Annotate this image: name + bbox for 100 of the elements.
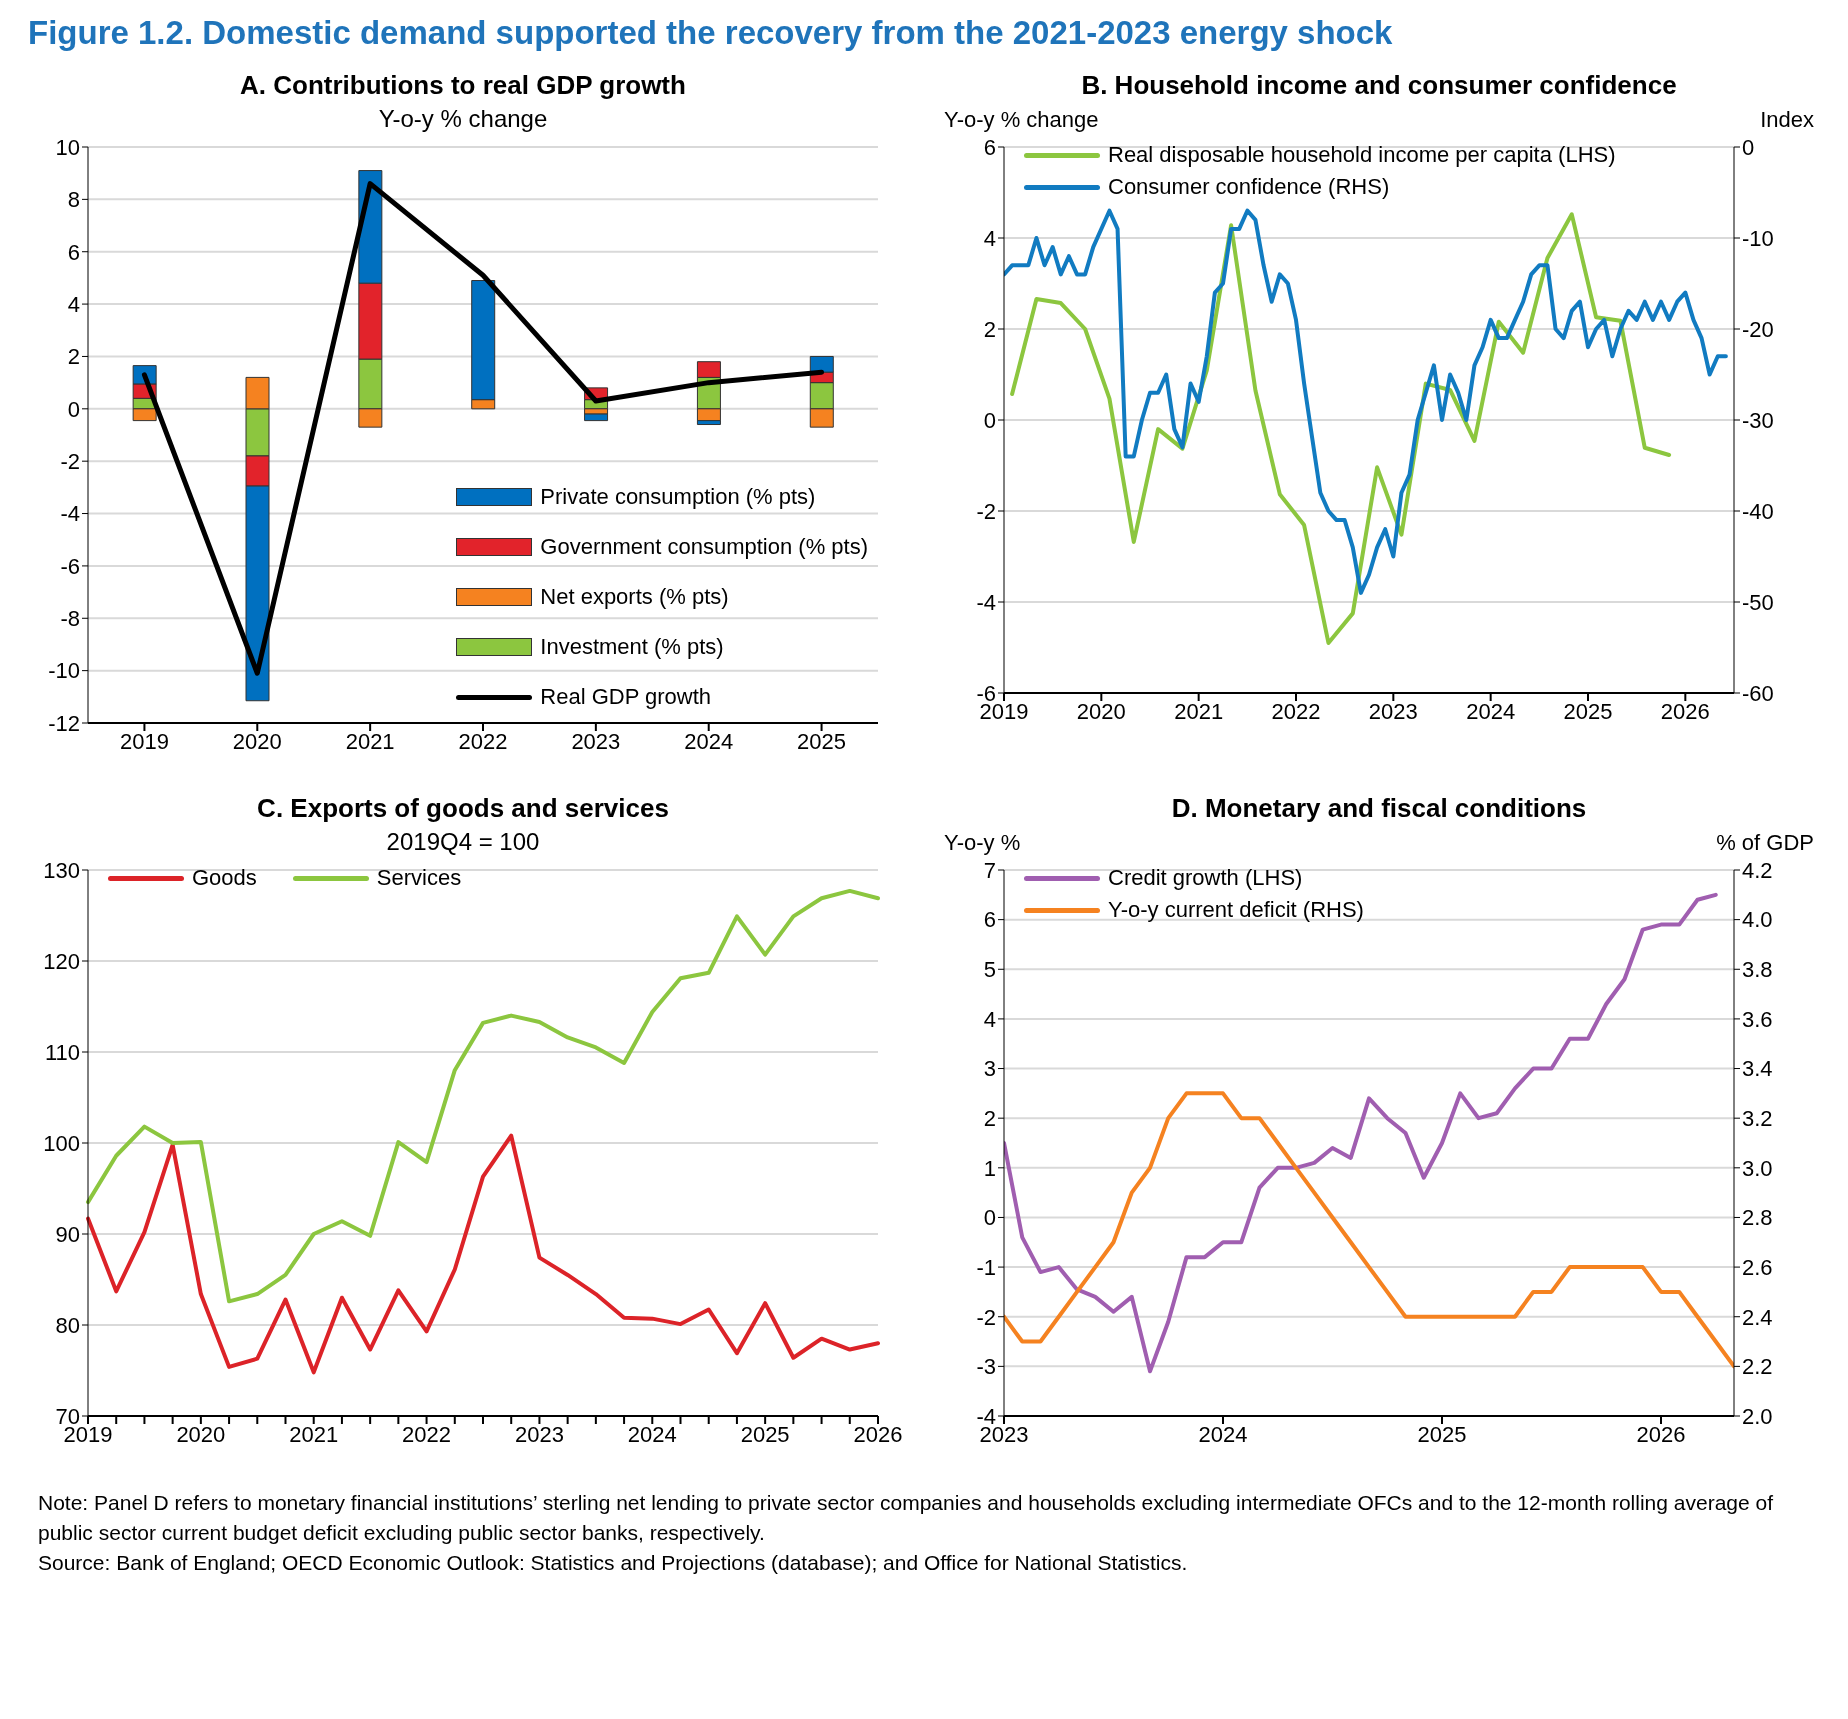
y-tick-label: -3: [976, 1354, 996, 1380]
legend-label: Investment (% pts): [540, 634, 724, 659]
line-series: [1004, 1091, 1734, 1369]
y-tick-label: -6: [60, 553, 80, 579]
legend-label: Net exports (% pts): [540, 584, 729, 609]
chart-title: C. Exports of goods and services: [257, 793, 669, 823]
y2-tick-label: -40: [1742, 498, 1774, 524]
source-note: Source: Bank of England; OECD Economic Outlook: Statistics and Projections (database); and Office for National Statistics.: [38, 1551, 1188, 1574]
y-tick-label: 110: [44, 1039, 80, 1065]
y2-axis-title: Index: [1760, 107, 1814, 132]
y2-tick-label: 0: [1742, 134, 1755, 160]
x-tick-label: 2021: [1174, 698, 1224, 724]
x-tick-label: 2024: [627, 1421, 677, 1447]
x-tick-label: 2025: [740, 1421, 790, 1447]
y2-tick-label: -30: [1742, 407, 1774, 433]
y-tick-label: 4: [67, 291, 80, 317]
y-tick-label: -1: [976, 1254, 996, 1280]
x-tick-label: 2023: [1368, 698, 1418, 724]
y-tick-label: 10: [55, 134, 80, 160]
y-tick-label: 90: [55, 1221, 80, 1247]
y2-tick-label: -60: [1742, 680, 1774, 706]
y-tick-label: 0: [983, 407, 996, 433]
chart-subtitle: 2019Q4 = 100: [386, 828, 540, 855]
y-tick-label: -2: [60, 448, 80, 474]
y-tick-label: 120: [43, 948, 80, 974]
x-tick-label: 2026: [1636, 1421, 1686, 1447]
y-tick-label: 5: [983, 957, 996, 983]
y-tick-label: 3: [983, 1056, 996, 1082]
y-tick-label: 1: [983, 1155, 996, 1181]
y-tick-label: 6: [983, 134, 996, 160]
y-tick-label: 2: [67, 344, 80, 370]
y2-tick-label: -10: [1742, 225, 1774, 251]
legend-label: Goods: [192, 865, 257, 890]
y-tick-label: -4: [60, 501, 80, 527]
legend-label: Consumer confidence (RHS): [1108, 174, 1390, 199]
text: Figure 1.2. Domestic demand supported the recovery from the 2021-2023 energy shock: [28, 14, 1393, 51]
y2-tick-label: 2.2: [1742, 1354, 1773, 1380]
y-tick-label: 0: [983, 1205, 996, 1231]
x-tick-label: 2025: [797, 728, 847, 754]
y2-tick-label: 2.4: [1742, 1304, 1773, 1330]
x-tick-label: 2020: [176, 1421, 226, 1447]
y-tick-label: 8: [67, 187, 80, 213]
y2-tick-label: 2.6: [1742, 1254, 1773, 1280]
line-series: [1004, 208, 1728, 595]
legend-label: Real GDP growth: [540, 684, 712, 709]
y2-tick-label: 2.0: [1742, 1403, 1773, 1429]
x-tick-label: 2021: [345, 728, 395, 754]
x-tick-label: 2022: [458, 728, 508, 754]
chart-title: A. Contributions to real GDP growth: [240, 70, 686, 100]
y-tick-label: 2: [983, 316, 996, 342]
chart-title: B. Household income and consumer confidence: [1081, 70, 1677, 100]
x-tick-label: 2023: [514, 1421, 564, 1447]
y2-tick-label: 3.8: [1742, 957, 1773, 983]
x-tick-label: 2023: [571, 728, 621, 754]
y-tick-label: -4: [976, 589, 996, 615]
y-tick-label: -2: [976, 1304, 996, 1330]
legend-label: Government consumption (% pts): [540, 534, 868, 559]
chart-subtitle: Y-o-y % change: [378, 105, 548, 132]
text: Note: Panel D refers to monetary financial institutions’ sterling net lending to private sector companies and households excluding intermediate OFCs and to the 12-month rolling average of public sector current budget deficit excluding public sector banks, respectively.: [38, 1491, 1774, 1544]
x-tick-label: 2024: [1466, 698, 1516, 724]
line-series: [1004, 892, 1718, 1374]
y2-tick-label: 4.2: [1742, 857, 1773, 883]
y-tick-label: 6: [983, 907, 996, 933]
x-tick-label: 2025: [1417, 1421, 1467, 1447]
x-tick-label: 2026: [853, 1421, 903, 1447]
legend-label: Y-o-y current deficit (RHS): [1108, 897, 1364, 922]
y-tick-label: 130: [43, 857, 80, 883]
y2-tick-label: -20: [1742, 316, 1774, 342]
legend-label: Services: [376, 865, 462, 890]
x-tick-label: 2020: [232, 728, 282, 754]
x-tick-label: 2022: [402, 1421, 452, 1447]
x-tick-label: 2019: [119, 728, 169, 754]
y-tick-label: 80: [55, 1312, 80, 1338]
y2-tick-label: 3.0: [1742, 1155, 1773, 1181]
y-tick-label: 100: [43, 1130, 80, 1156]
x-tick-label: 2021: [289, 1421, 339, 1447]
y-tick-label: 7: [983, 857, 996, 883]
y-tick-label: 6: [67, 239, 80, 265]
x-tick-label: 2022: [1271, 698, 1321, 724]
line-series: [86, 888, 880, 1304]
x-tick-label: 2024: [1198, 1421, 1248, 1447]
y-axis-title: Y-o-y % change: [944, 107, 1099, 132]
legend-label: Credit growth (LHS): [1108, 865, 1303, 890]
y-tick-label: -12: [48, 710, 80, 736]
chart-title: D. Monetary and fiscal conditions: [1171, 793, 1587, 823]
x-tick-label: 2026: [1660, 698, 1710, 724]
y2-tick-label: 2.8: [1742, 1205, 1773, 1231]
y-tick-label: -10: [48, 658, 80, 684]
y-tick-label: 4: [983, 1006, 996, 1032]
y2-tick-label: 4.0: [1742, 907, 1773, 933]
y-tick-label: 2: [983, 1105, 996, 1131]
y-tick-label: 4: [983, 225, 996, 251]
y2-axis-title: % of GDP: [1716, 830, 1814, 855]
y-tick-label: 0: [67, 396, 80, 422]
line-series: [86, 1133, 880, 1375]
x-tick-label: 2020: [1076, 698, 1126, 724]
legend-label: Real disposable household income per capita (LHS): [1108, 142, 1616, 167]
y2-tick-label: -50: [1742, 589, 1774, 615]
y2-tick-label: 3.4: [1742, 1056, 1773, 1082]
y-axis-title: Y-o-y %: [944, 830, 1021, 855]
